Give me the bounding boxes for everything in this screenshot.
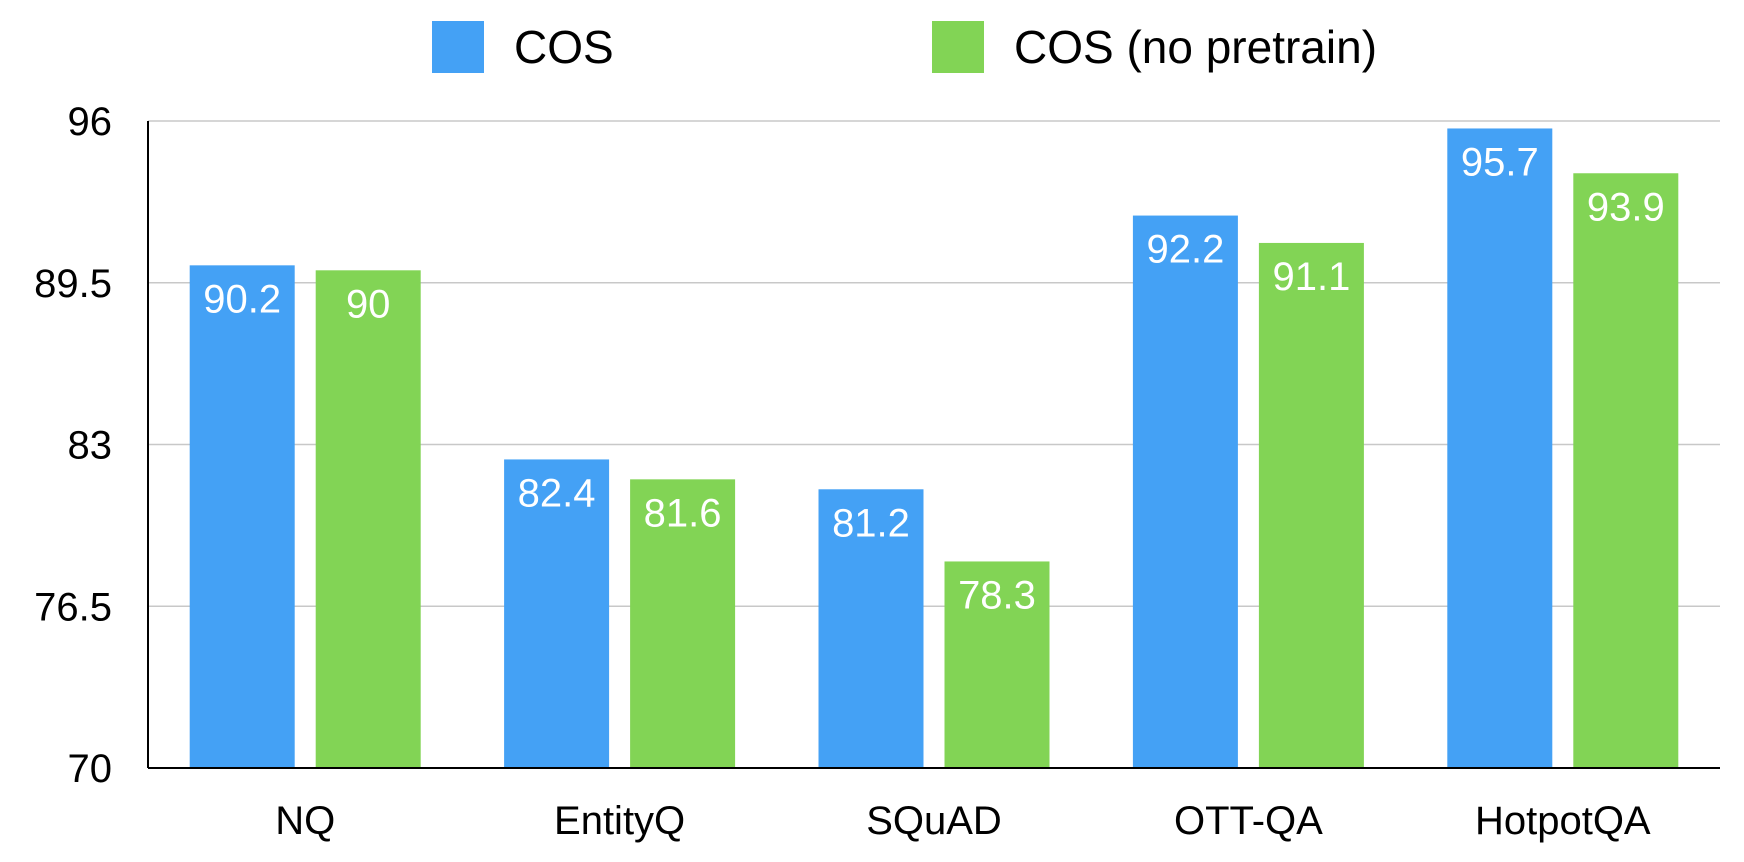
data-label: 81.2 — [832, 501, 910, 545]
data-label: 93.9 — [1587, 185, 1665, 229]
y-axis-ticks: 70 76.5 83 89.5 96 — [34, 100, 112, 791]
data-label: 90.2 — [203, 277, 281, 321]
legend-swatch — [432, 21, 484, 73]
bar-cos-nq — [189, 265, 295, 768]
bar-cos-no-pretrain-nq — [315, 270, 421, 768]
x-axis-categories: NQ EntityQ SQuAD OTT-QA HotpotQA — [275, 799, 1651, 843]
data-label: 91.1 — [1272, 255, 1350, 299]
data-label: 95.7 — [1461, 140, 1539, 184]
bar-cos-entityq — [504, 459, 610, 768]
legend-label: COS — [514, 21, 614, 73]
y-tick-label: 83 — [68, 424, 113, 468]
data-label: 90 — [346, 282, 391, 326]
bars: 90.2 90 82.4 81.6 81.2 78.3 92.2 91.1 95.7 93.9 — [189, 128, 1679, 769]
bar-cos-ott-qa — [1132, 215, 1238, 769]
y-tick-label: 89.5 — [34, 262, 112, 306]
y-tick-label: 70 — [68, 747, 113, 791]
bar-cos-no-pretrain-entityq — [630, 479, 736, 768]
legend: COS COS (no pretrain) — [432, 21, 1377, 73]
data-label: 81.6 — [644, 491, 722, 535]
bar-cos-squad — [818, 489, 924, 768]
bar-cos-no-pretrain-squad — [944, 561, 1050, 768]
bar-cos-hotpotqa — [1447, 128, 1553, 768]
data-label: 82.4 — [518, 471, 596, 515]
x-tick-label: HotpotQA — [1475, 799, 1651, 843]
y-tick-label: 96 — [68, 100, 113, 144]
x-tick-label: OTT-QA — [1174, 799, 1323, 843]
axes — [147, 121, 1720, 769]
legend-swatch — [932, 21, 984, 73]
legend-label: COS (no pretrain) — [1014, 21, 1377, 73]
x-tick-label: EntityQ — [554, 799, 685, 843]
y-tick-label: 76.5 — [34, 585, 112, 629]
x-tick-label: SQuAD — [866, 799, 1002, 843]
bar-cos-no-pretrain-ott-qa — [1258, 242, 1364, 768]
data-label: 78.3 — [958, 573, 1036, 617]
bar-cos-no-pretrain-hotpotqa — [1573, 173, 1679, 768]
data-label: 92.2 — [1146, 228, 1224, 272]
x-tick-label: NQ — [275, 799, 335, 843]
